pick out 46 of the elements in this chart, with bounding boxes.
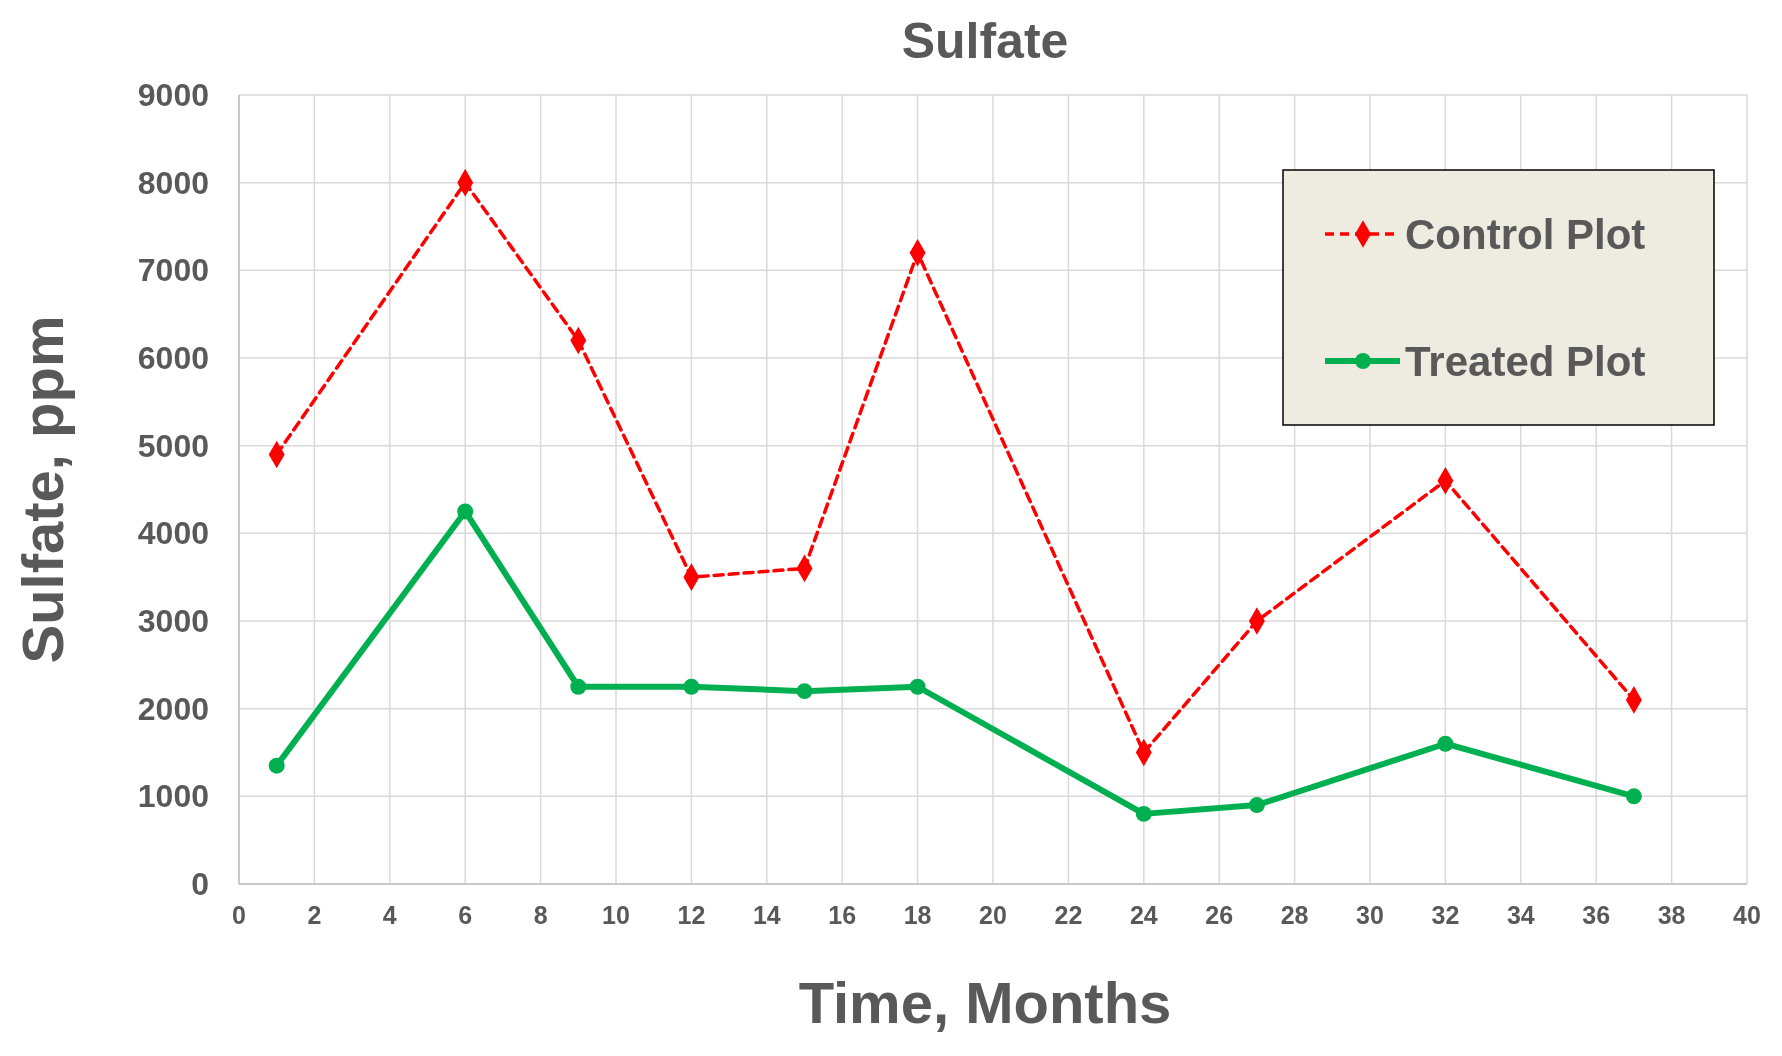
point: [1625, 788, 1642, 805]
point: [796, 683, 813, 700]
point: [909, 678, 926, 695]
y-tick-label: 6000: [137, 340, 209, 376]
chart-title: Sulfate: [901, 13, 1069, 69]
x-tick-label: 38: [1657, 901, 1686, 929]
y-tick-label: 5000: [137, 427, 209, 464]
point: [683, 678, 700, 695]
point: [1437, 735, 1454, 752]
point: [268, 757, 285, 774]
x-tick-label: 8: [533, 901, 548, 929]
x-tick-label: 16: [828, 901, 857, 929]
x-tick-label: 34: [1506, 901, 1535, 929]
x-tick-label: 22: [1054, 901, 1083, 929]
x-tick-label: 30: [1356, 901, 1384, 929]
x-tick-label: 2: [307, 901, 322, 929]
y-tick-label: 0: [191, 866, 209, 902]
point: [1248, 797, 1265, 814]
x-tick-label: 20: [979, 901, 1007, 929]
x-tick-label: 18: [903, 901, 932, 929]
legend-label: Control Plot: [1405, 211, 1646, 258]
y-axis-title: Sulfate, ppm: [10, 315, 75, 664]
x-tick-label: 40: [1733, 901, 1761, 929]
legend-label: Treated Plot: [1405, 338, 1646, 385]
x-tick-label: 0: [232, 901, 246, 929]
y-tick-label: 4000: [137, 515, 209, 552]
x-axis-title: Time, Months: [798, 970, 1172, 1035]
point: [570, 678, 587, 695]
x-tick-label: 14: [752, 901, 781, 929]
y-tick-label: 8000: [137, 164, 209, 201]
y-tick-label: 9000: [137, 77, 209, 113]
x-tick-label: 26: [1205, 901, 1234, 929]
x-tick-label: 4: [382, 901, 397, 929]
x-tick-label: 28: [1280, 901, 1309, 929]
point: [1135, 805, 1152, 822]
y-tick-label: 2000: [137, 690, 209, 727]
point: [457, 503, 474, 520]
x-tick-label: 10: [602, 901, 630, 929]
y-tick-label: 3000: [137, 603, 209, 639]
y-tick-label: 7000: [137, 252, 209, 289]
y-tick-label: 1000: [137, 778, 209, 815]
x-tick-label: 12: [677, 901, 706, 929]
x-tick-label: 32: [1431, 901, 1460, 929]
x-tick-label: 36: [1582, 901, 1611, 929]
x-tick-label: 24: [1129, 901, 1158, 929]
x-tick-label: 6: [458, 901, 473, 929]
